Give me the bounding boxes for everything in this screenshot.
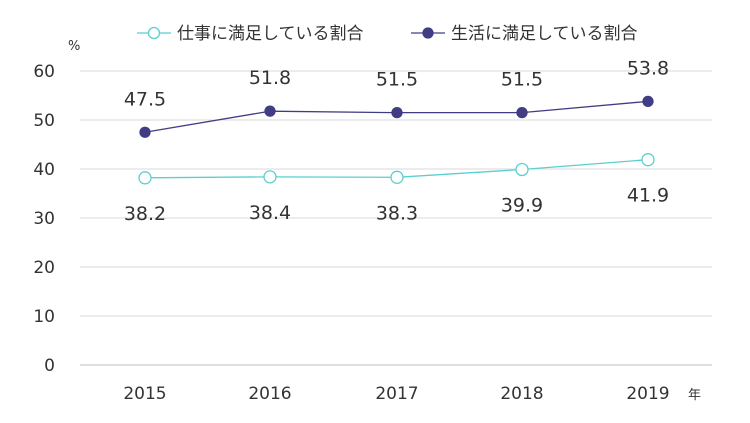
y-tick-label: 40 [33, 160, 55, 180]
series-2: 47.5 51.8 51.5 51.5 53.8 [124, 57, 669, 138]
data-label: 51.5 [376, 69, 418, 91]
legend-marker [422, 27, 434, 39]
data-point [642, 95, 654, 108]
y-tick-label: 50 [33, 111, 55, 131]
data-label: 51.5 [501, 69, 543, 91]
y-tick-label: 0 [44, 356, 55, 376]
data-label: 38.2 [124, 203, 166, 225]
y-axis-unit: % [68, 39, 80, 54]
x-tick-label: 2016 [248, 384, 291, 404]
y-tick-label: 60 [33, 62, 55, 82]
y-axis: 0 10 20 30 40 50 60 [33, 62, 55, 376]
legend-item: 生活に満足している割合 [411, 24, 638, 44]
y-tick-label: 10 [33, 307, 55, 327]
data-label: 51.8 [249, 67, 291, 89]
x-tick-label: 2017 [375, 384, 418, 404]
series-group: 38.2 38.4 38.3 39.9 41.9 47.5 51.8 51.5 51.5 53.8 [124, 57, 669, 224]
data-point [641, 153, 655, 167]
legend-marker [147, 26, 161, 40]
data-label: 38.3 [376, 202, 418, 224]
data-label: 39.9 [501, 194, 543, 216]
y-tick-label: 20 [33, 258, 55, 278]
data-label: 41.9 [627, 185, 669, 207]
data-point [515, 162, 529, 177]
x-tick-label: 2015 [123, 384, 166, 404]
data-label: 38.4 [249, 202, 291, 224]
series-1: 38.2 38.4 38.3 39.9 41.9 [124, 153, 669, 225]
data-point [138, 171, 152, 185]
y-tick-label: 30 [33, 209, 55, 229]
data-label: 53.8 [627, 57, 669, 79]
data-label: 47.5 [124, 88, 166, 110]
data-point [263, 170, 277, 184]
x-tick-label: 2019 [626, 384, 669, 404]
data-point [391, 107, 403, 119]
data-point [139, 126, 151, 138]
data-point [264, 105, 276, 117]
x-tick-label: 2018 [500, 384, 543, 404]
legend: 仕事に満足している割合 生活に満足している割合 [137, 24, 638, 44]
x-axis: 2015 2016 2017 2018 2019 [123, 384, 669, 404]
data-point [390, 170, 404, 184]
x-axis-unit: 年 [688, 388, 701, 403]
legend-label: 生活に満足している割合 [451, 24, 638, 44]
gridlines [80, 70, 712, 366]
legend-label: 仕事に満足している割合 [177, 24, 364, 44]
data-point [516, 107, 528, 119]
legend-item: 仕事に満足している割合 [137, 24, 364, 44]
